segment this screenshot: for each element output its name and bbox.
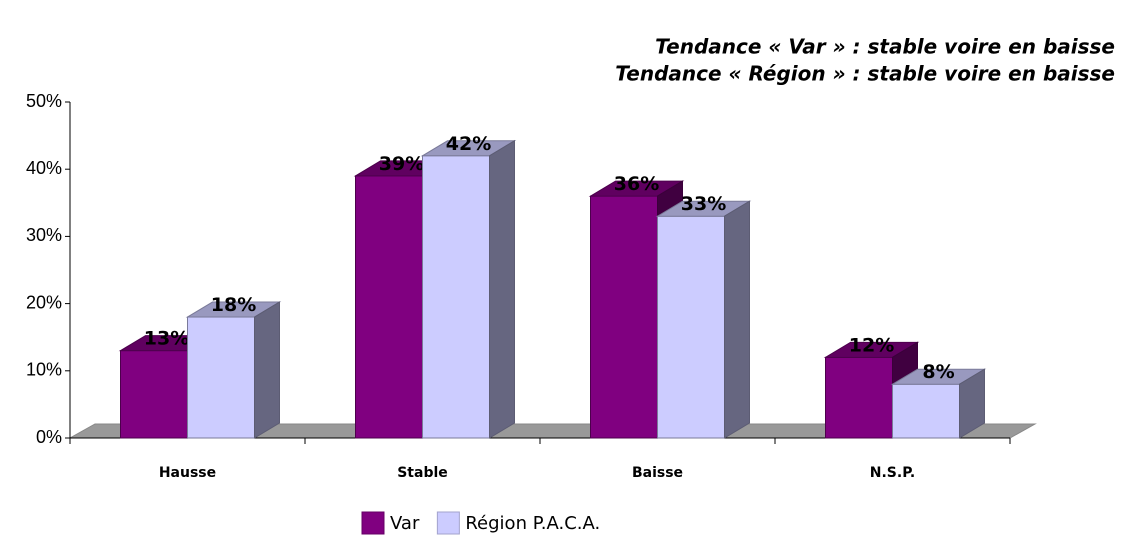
bar [120, 350, 188, 439]
legend-swatch [436, 511, 460, 535]
bar [892, 383, 960, 439]
bar-side [254, 301, 280, 439]
value-label: 8% [922, 361, 954, 383]
legend-swatch [361, 511, 385, 535]
bar [590, 195, 658, 439]
y-tick-label: 40% [26, 158, 62, 178]
x-tick-label: Hausse [159, 465, 216, 481]
value-label: 39% [379, 153, 424, 175]
value-label: 36% [614, 173, 659, 195]
value-label: 13% [144, 328, 189, 350]
x-tick-label: Baisse [632, 465, 683, 481]
y-tick-label: 0% [36, 427, 62, 447]
bar [187, 316, 255, 439]
value-label: 18% [211, 294, 256, 316]
x-tick-label: N.S.P. [870, 465, 915, 481]
bar [422, 155, 490, 439]
bar-side [489, 139, 515, 439]
value-label: 12% [849, 334, 894, 356]
value-label: 33% [681, 193, 726, 215]
y-tick-label: 50% [26, 91, 62, 111]
bar [657, 215, 725, 439]
value-label: 42% [446, 133, 491, 155]
y-tick-label: 20% [26, 292, 62, 312]
x-tick-label: Stable [397, 465, 448, 481]
y-tick-label: 10% [26, 360, 62, 380]
bar [825, 356, 893, 439]
legend-label: Var [390, 513, 420, 534]
annotation: Tendance « Région » : stable voire en ba… [615, 62, 1115, 86]
bar [355, 175, 423, 439]
legend-label: Région P.A.C.A. [465, 513, 600, 534]
bar-side [724, 200, 750, 439]
annotation: Tendance « Var » : stable voire en baiss… [655, 35, 1115, 59]
bar-side [959, 368, 985, 439]
y-tick-label: 30% [26, 225, 62, 245]
